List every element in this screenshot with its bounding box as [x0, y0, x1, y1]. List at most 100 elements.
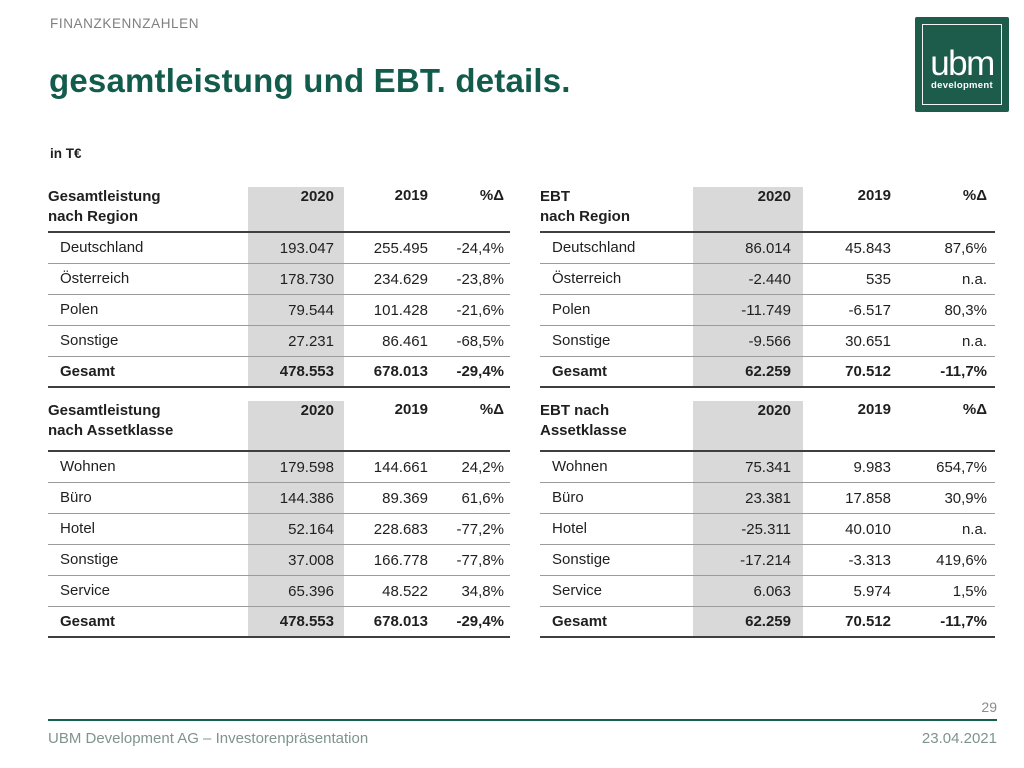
row-value: 101.428 — [373, 301, 428, 319]
table-total-row: Gesamt 478.553 678.013 -29,4% — [48, 607, 510, 638]
logo-frame — [922, 24, 1002, 105]
table-total-row: Gesamt 478.553 678.013 -29,4% — [48, 357, 510, 388]
table-title-line: Gesamtleistung — [48, 402, 161, 419]
row-label: Sonstige — [552, 551, 611, 568]
row-value: -29,4% — [456, 613, 504, 630]
row-value: 678.013 — [373, 613, 428, 630]
table-gesamtleistung-nach-region: Gesamtleistung nach Region 2020 2019 %Δ Deuts… — [48, 186, 510, 388]
row-label: Hotel — [60, 520, 96, 537]
ubm-logo: ubm development — [915, 17, 1009, 112]
row-value: 179.598 — [248, 452, 344, 482]
row-value: 70.512 — [845, 613, 891, 630]
table-row: Deutschland 193.047 255.495 -24,4% — [48, 233, 510, 264]
row-label: Sonstige — [552, 332, 611, 349]
table-row: Österreich 178.730 234.629 -23,8% — [48, 264, 510, 295]
section-label: FINANZKENNZAHLEN — [50, 16, 200, 31]
row-label: Gesamt — [552, 362, 608, 380]
row-label: Deutschland — [552, 239, 636, 256]
row-value: 478.553 — [248, 357, 344, 386]
row-value: -17.214 — [693, 545, 803, 575]
row-value: n.a. — [961, 520, 987, 538]
table-title-line: EBT — [540, 188, 570, 205]
row-value: 79.544 — [248, 295, 344, 325]
table-row: Sonstige 27.231 86.461 -68,5% — [48, 326, 510, 357]
footer-date: 23.04.2021 — [921, 730, 997, 747]
row-label: Österreich — [60, 270, 130, 287]
row-value: 87,6% — [944, 239, 987, 257]
table-header-row: Gesamtleistung nach Assetklasse 2020 2019 %Δ — [48, 400, 510, 452]
row-label: Service — [552, 582, 603, 599]
page-number: 29 — [981, 699, 997, 715]
column-header: 2019 — [857, 401, 891, 418]
table-title-line: nach Region — [540, 208, 631, 225]
row-value: -25.311 — [693, 514, 803, 544]
row-label: Polen — [552, 301, 591, 318]
row-value: -6.517 — [848, 301, 891, 319]
row-label: Gesamt — [60, 612, 116, 630]
row-value: -68,5% — [456, 332, 504, 350]
row-value: 6.063 — [693, 576, 803, 606]
footer: UBM Development AG – Investorenpräsentat… — [48, 730, 997, 747]
unit-label: in T€ — [50, 146, 82, 161]
table-row: Deutschland 86.014 45.843 87,6% — [540, 233, 995, 264]
row-value: 40.010 — [845, 520, 891, 538]
footer-divider — [48, 719, 997, 721]
table-header-row: EBT nach Assetklasse 2020 2019 %Δ — [540, 400, 995, 452]
row-value: 23.381 — [693, 483, 803, 513]
row-value: -9.566 — [693, 326, 803, 356]
table-row: Österreich -2.440 535 n.a. — [540, 264, 995, 295]
table-row: Hotel 52.164 228.683 -77,2% — [48, 514, 510, 545]
row-value: 234.629 — [373, 270, 428, 288]
row-value: 86.461 — [382, 332, 428, 350]
row-value: -3.313 — [848, 551, 891, 569]
row-value: 9.983 — [853, 458, 891, 476]
table-row: Büro 144.386 89.369 61,6% — [48, 483, 510, 514]
row-value: 1,5% — [952, 582, 987, 600]
row-label: Service — [60, 582, 111, 599]
row-value: n.a. — [961, 332, 987, 350]
table-title: Gesamtleistung nach Region — [48, 187, 248, 227]
column-header: %Δ — [962, 401, 987, 418]
table-title-line: nach Region — [48, 208, 139, 225]
row-value: 80,3% — [944, 301, 987, 319]
row-label: Gesamt — [552, 612, 608, 630]
row-value: -29,4% — [456, 363, 504, 380]
table-row: Polen -11.749 -6.517 80,3% — [540, 295, 995, 326]
row-value: 45.843 — [845, 239, 891, 257]
row-value: 678.013 — [373, 363, 428, 380]
table-row: Sonstige 37.008 166.778 -77,8% — [48, 545, 510, 576]
row-value: 654,7% — [936, 458, 987, 476]
column-header: 2019 — [394, 187, 428, 204]
row-value: 75.341 — [693, 452, 803, 482]
column-header: 2020 — [693, 401, 803, 450]
table-row: Hotel -25.311 40.010 n.a. — [540, 514, 995, 545]
row-label: Österreich — [552, 270, 622, 287]
logo-wordmark: ubm — [930, 43, 995, 83]
row-value: 24,2% — [461, 458, 504, 476]
row-value: -11.749 — [693, 295, 803, 325]
row-value: -2.440 — [693, 264, 803, 294]
row-value: -77,8% — [456, 551, 504, 569]
row-label: Sonstige — [60, 332, 119, 349]
row-value: -24,4% — [456, 239, 504, 257]
row-value: n.a. — [961, 270, 987, 288]
row-value: 30.651 — [845, 332, 891, 350]
row-value: 178.730 — [248, 264, 344, 294]
row-value: 535 — [865, 270, 891, 288]
row-value: 61,6% — [461, 489, 504, 507]
row-value: 52.164 — [248, 514, 344, 544]
row-value: 34,8% — [461, 582, 504, 600]
column-header: %Δ — [479, 187, 504, 204]
table-title: EBT nach Assetklasse — [540, 401, 693, 441]
logo-subtitle: development — [931, 79, 993, 91]
row-value: 86.014 — [693, 233, 803, 263]
row-value: -77,2% — [456, 520, 504, 538]
row-value: 62.259 — [693, 357, 803, 386]
row-value: 193.047 — [248, 233, 344, 263]
row-value: 65.396 — [248, 576, 344, 606]
table-title-line: Gesamtleistung — [48, 188, 161, 205]
column-header: 2019 — [857, 187, 891, 204]
column-header: 2019 — [394, 401, 428, 418]
row-value: 419,6% — [936, 551, 987, 569]
